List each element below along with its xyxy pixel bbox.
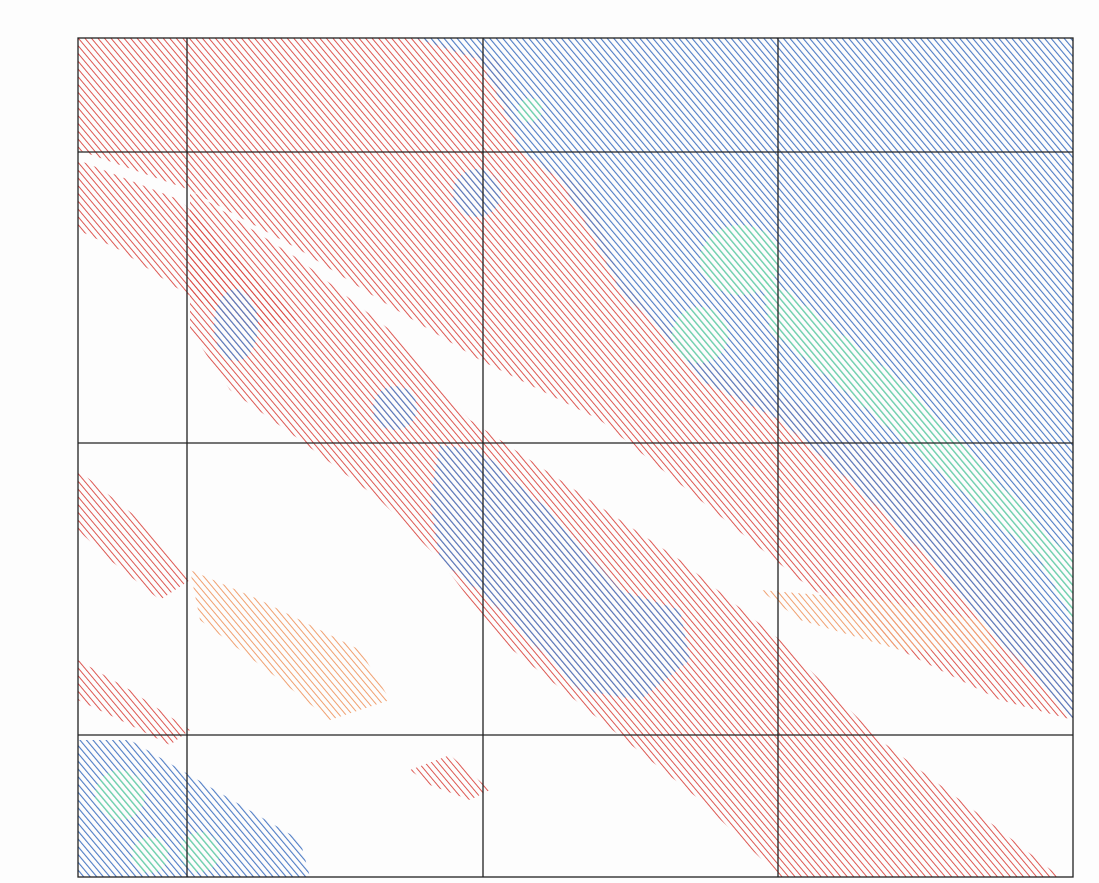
frame <box>77 37 1074 878</box>
red-region <box>78 38 1073 720</box>
orange-region <box>760 590 1000 650</box>
red-region <box>410 755 490 800</box>
green-region <box>700 225 780 295</box>
blue-region <box>430 445 690 700</box>
red-region <box>78 470 190 600</box>
green-region <box>180 832 220 872</box>
blue-region <box>373 386 417 430</box>
green-region <box>518 98 542 122</box>
green-region <box>95 770 145 820</box>
grid <box>77 37 1074 878</box>
red-region <box>78 660 190 745</box>
blue-region <box>415 38 1073 720</box>
blue-region <box>214 289 258 361</box>
orange-region <box>190 570 390 720</box>
blue-region <box>453 169 501 217</box>
red-region <box>190 190 1060 877</box>
green-region <box>132 837 168 873</box>
red-region <box>78 160 300 330</box>
green-region <box>760 270 1073 620</box>
green-region <box>672 307 728 363</box>
blue-region <box>78 740 310 877</box>
